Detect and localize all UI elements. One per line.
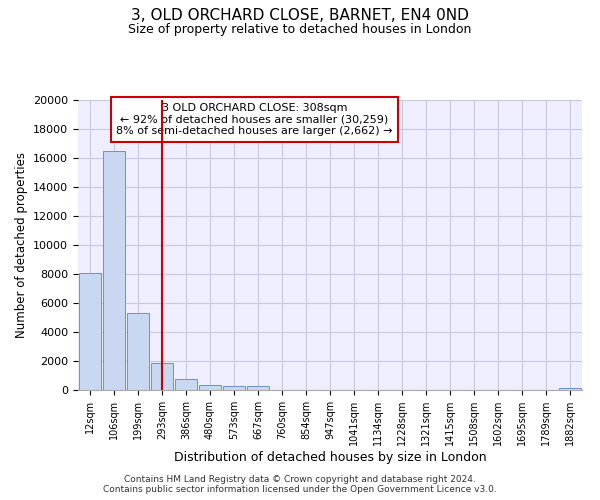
Text: Size of property relative to detached houses in London: Size of property relative to detached ho… bbox=[128, 22, 472, 36]
Bar bbox=[103, 151, 125, 390]
Bar bbox=[79, 272, 101, 390]
Bar bbox=[175, 379, 197, 390]
Bar bbox=[199, 385, 221, 390]
Bar bbox=[223, 386, 245, 390]
Bar bbox=[247, 386, 269, 390]
X-axis label: Distribution of detached houses by size in London: Distribution of detached houses by size … bbox=[173, 451, 487, 464]
Text: Contains HM Land Registry data © Crown copyright and database right 2024.
Contai: Contains HM Land Registry data © Crown c… bbox=[103, 474, 497, 494]
Bar bbox=[151, 363, 173, 390]
Text: 3, OLD ORCHARD CLOSE, BARNET, EN4 0ND: 3, OLD ORCHARD CLOSE, BARNET, EN4 0ND bbox=[131, 8, 469, 22]
Text: 3 OLD ORCHARD CLOSE: 308sqm
← 92% of detached houses are smaller (30,259)
8% of : 3 OLD ORCHARD CLOSE: 308sqm ← 92% of det… bbox=[116, 103, 392, 136]
Y-axis label: Number of detached properties: Number of detached properties bbox=[14, 152, 28, 338]
Bar bbox=[559, 388, 581, 390]
Bar bbox=[127, 313, 149, 390]
